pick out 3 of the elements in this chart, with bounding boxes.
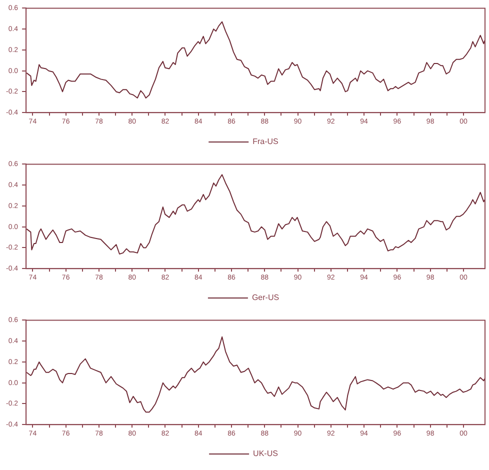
legend-label: Ger-US xyxy=(252,293,280,302)
legend-label: Fra-US xyxy=(252,137,278,146)
legend-label: UK-US xyxy=(253,449,278,458)
